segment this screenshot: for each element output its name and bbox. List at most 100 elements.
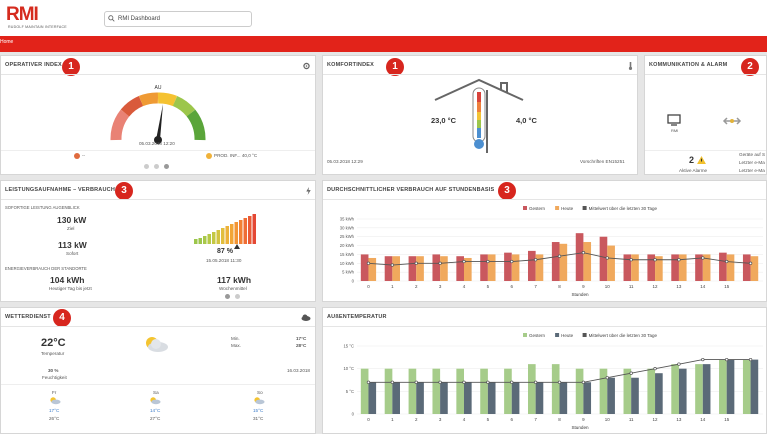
line-point bbox=[701, 256, 705, 260]
y-tick-label: 5 kWh bbox=[342, 270, 355, 275]
outside-temp: 4,0 °C bbox=[516, 116, 537, 125]
search-input[interactable]: RMI Dashboard bbox=[104, 11, 252, 27]
bar bbox=[678, 368, 687, 414]
divider bbox=[1, 326, 315, 327]
bar bbox=[480, 368, 488, 414]
bar bbox=[511, 254, 520, 281]
bar bbox=[416, 382, 424, 414]
y-tick-label: 5 °C bbox=[346, 389, 354, 394]
x-tick-label: 9 bbox=[582, 417, 585, 422]
divider bbox=[1, 74, 315, 75]
carousel-dot[interactable] bbox=[144, 164, 149, 169]
bar bbox=[671, 254, 679, 281]
logo-text: RMI bbox=[6, 4, 39, 25]
x-tick-label: 6 bbox=[510, 284, 513, 289]
bar bbox=[655, 256, 663, 281]
bar bbox=[392, 256, 400, 281]
carousel-dot[interactable] bbox=[154, 164, 159, 169]
bar bbox=[535, 382, 544, 414]
line-point bbox=[438, 380, 442, 384]
panel-title: OPERATIVER INDEX bbox=[5, 62, 62, 68]
panel-verbrauch-chart: DURCHSCHNITTLICHER VERBRAUCH AUF STUNDEN… bbox=[322, 180, 767, 302]
min-label: Min. bbox=[231, 336, 240, 341]
percent-time: 15.05.2018 11:30 bbox=[206, 258, 242, 263]
power-level-bars bbox=[194, 214, 256, 244]
x-tick-label: 2 bbox=[415, 284, 418, 289]
line-point bbox=[533, 258, 538, 262]
line-point bbox=[653, 258, 657, 262]
forecast-low: 14°C bbox=[150, 408, 161, 413]
nav-home-link[interactable]: Home bbox=[0, 39, 14, 45]
alert-right[interactable]: PROD. INF... 40,0 °C bbox=[206, 153, 257, 159]
panel-title: LEISTUNGSAUFNAHME – VERBRAUCH bbox=[5, 187, 115, 193]
x-tick-label: 9 bbox=[582, 284, 585, 289]
forecast-day: Sa bbox=[153, 390, 159, 395]
bar bbox=[559, 243, 568, 281]
x-tick-label: 15 bbox=[724, 417, 730, 422]
carousel-dot-active[interactable] bbox=[225, 294, 230, 299]
bar bbox=[623, 368, 632, 414]
legend-swatch bbox=[582, 333, 587, 337]
settings-icon[interactable] bbox=[302, 62, 311, 70]
line-point bbox=[510, 380, 514, 384]
y-tick-label: 20 kWh bbox=[340, 243, 355, 248]
bar bbox=[750, 359, 759, 414]
legend-label: Mittelwert über die letzten 30 Tage bbox=[589, 333, 658, 338]
y-tick-label: 10 kWh bbox=[340, 261, 355, 266]
alert-left[interactable]: -- bbox=[74, 153, 85, 159]
bar bbox=[702, 254, 711, 281]
verbrauch-chart: Gestern Heute Mittelwert über die letzten … bbox=[340, 206, 763, 297]
partly-cloudy-icon bbox=[150, 397, 161, 405]
panel-kommunikation-alarm: KOMMUNIKATION & ALARM 2 RMI 2 Aktive Ala… bbox=[644, 55, 767, 175]
bar bbox=[487, 382, 496, 414]
line-point bbox=[701, 357, 705, 362]
x-tick-label: 14 bbox=[700, 284, 706, 289]
line-point bbox=[557, 380, 562, 384]
line-point bbox=[581, 380, 586, 384]
x-tick-label: 2 bbox=[415, 417, 418, 422]
warning-icon bbox=[206, 153, 212, 159]
bar bbox=[559, 382, 568, 414]
y-tick-label: 30 kWh bbox=[340, 225, 355, 230]
divider bbox=[323, 326, 766, 327]
carousel-dot-active[interactable] bbox=[164, 164, 169, 169]
side-info-2: Letzter e-Ma bbox=[739, 160, 765, 165]
line-point bbox=[462, 259, 466, 264]
step-badge: 1 bbox=[386, 58, 404, 76]
side-info-3: Letzter e-Ma bbox=[739, 168, 765, 173]
x-tick-label: 8 bbox=[558, 417, 561, 422]
x-tick-label: 3 bbox=[439, 284, 442, 289]
bar bbox=[583, 242, 592, 281]
bar bbox=[726, 359, 735, 414]
forecast-high: 31°C bbox=[253, 416, 264, 421]
line-point bbox=[390, 380, 394, 384]
y-tick-label: 15 kWh bbox=[340, 252, 355, 257]
side-info-1: Geräte auf S bbox=[739, 152, 766, 157]
bar bbox=[631, 377, 639, 414]
bar bbox=[463, 257, 472, 281]
heute-label: Heutiger Tag bis jetzt bbox=[49, 286, 92, 291]
x-tick-label: 11 bbox=[629, 284, 634, 289]
forecast-low: 15°C bbox=[253, 408, 264, 413]
bar bbox=[742, 254, 751, 281]
bar bbox=[511, 382, 520, 414]
bar bbox=[623, 254, 632, 281]
bar bbox=[487, 254, 496, 281]
carousel-dot[interactable] bbox=[235, 294, 240, 299]
legend-label: Heute bbox=[561, 206, 574, 211]
rmi-logo[interactable]: RMI RUDOLF MAINTAIN INTERFACE bbox=[6, 4, 74, 32]
bar bbox=[416, 256, 424, 281]
bar bbox=[360, 368, 369, 414]
partly-cloudy-icon bbox=[146, 337, 168, 352]
line-point bbox=[533, 380, 538, 384]
y-tick-label: 10 °C bbox=[343, 366, 354, 371]
y-tick-label: 35 kWh bbox=[340, 217, 355, 222]
divider bbox=[1, 199, 315, 200]
line-point bbox=[748, 357, 753, 362]
forecast-low: 17°C bbox=[49, 408, 60, 413]
x-tick-label: 5 bbox=[487, 284, 490, 289]
bar bbox=[408, 256, 417, 281]
bar bbox=[440, 382, 448, 414]
bar bbox=[607, 245, 615, 281]
bar bbox=[575, 233, 584, 281]
